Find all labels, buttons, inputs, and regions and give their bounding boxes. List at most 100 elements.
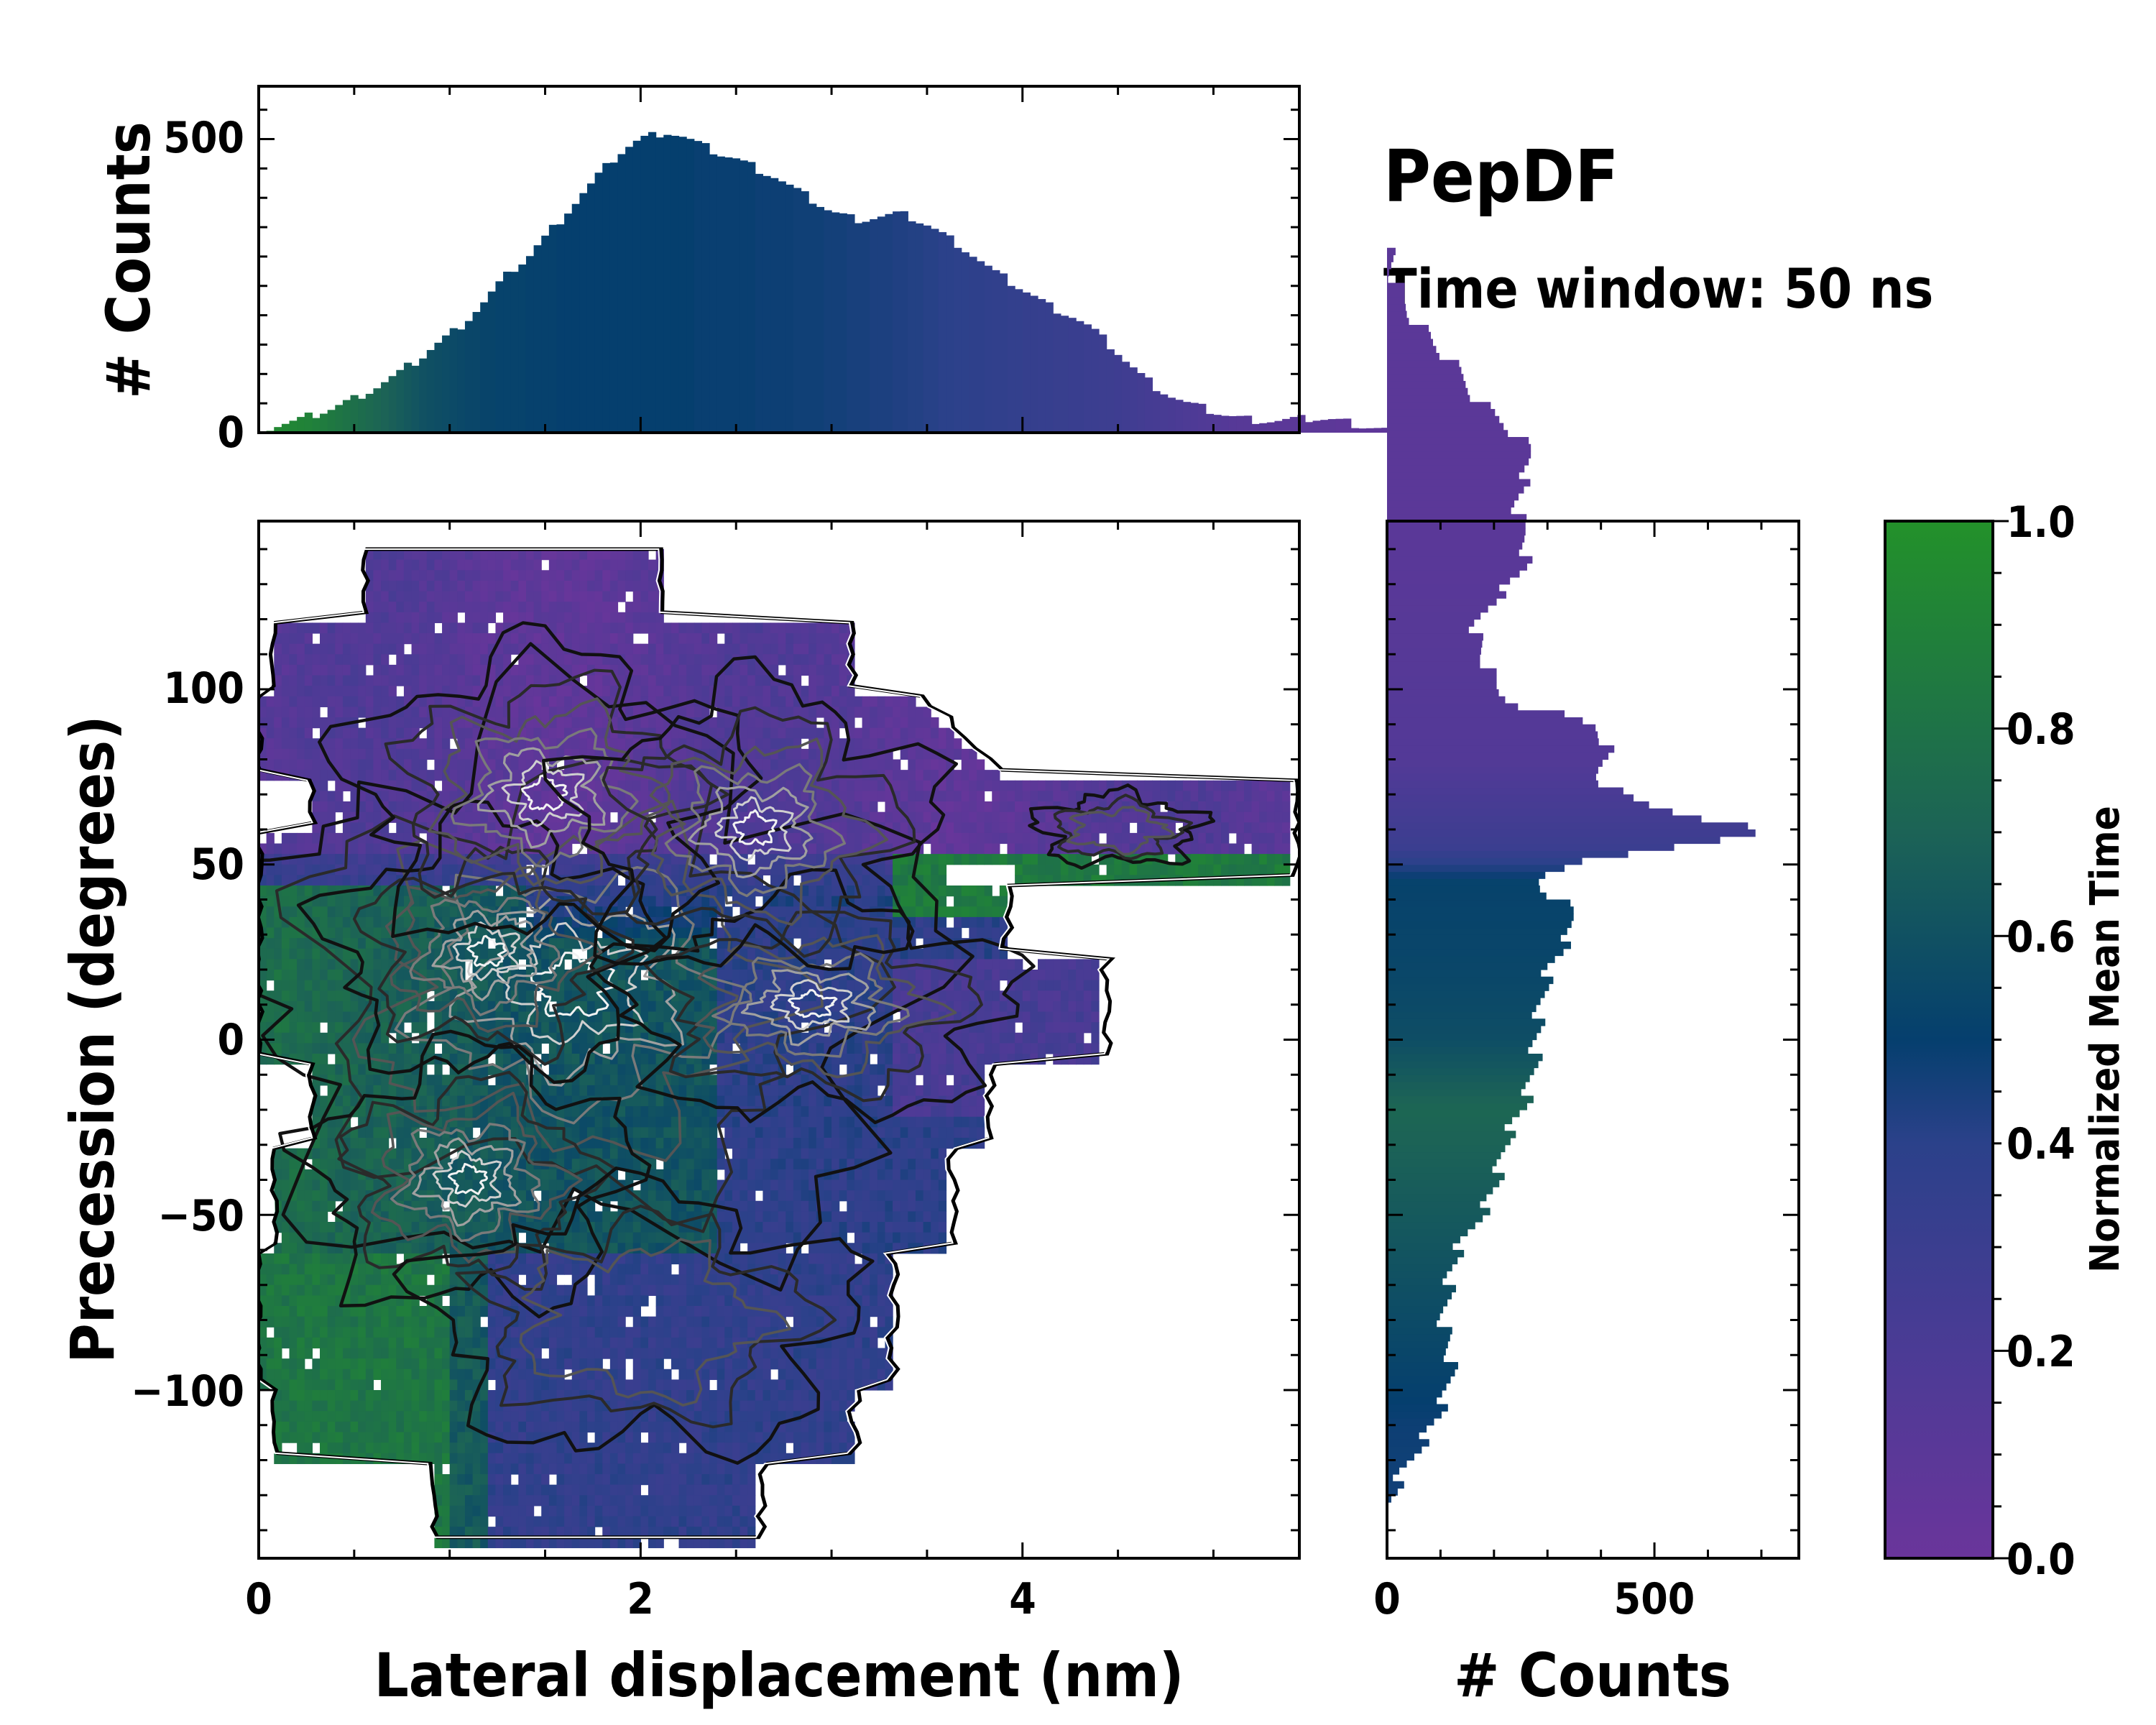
heatmap-cell [365,675,374,686]
heatmap-cell [663,843,672,855]
heatmap-cell [900,738,908,750]
heatmap-cell [724,822,733,834]
heatmap-cell [533,675,542,686]
heatmap-cell [617,1085,626,1097]
heatmap-cell [786,654,794,666]
heatmap-cell [396,1043,405,1054]
heatmap-cell [602,811,611,823]
heatmap-cell [778,770,786,781]
heatmap-cell [617,927,626,939]
heatmap-cell [312,843,321,855]
heatmap-cell [556,549,565,561]
heatmap-cell [579,570,588,581]
heatmap-cell [847,886,855,897]
heatmap-cell [847,854,855,865]
heatmap-cell [541,916,550,929]
heatmap-cell [609,770,619,781]
heatmap-cell [594,1011,603,1023]
heatmap-cell [548,948,558,960]
heatmap-cell [297,1043,305,1054]
heatmap-cell [266,707,275,718]
top-histogram-bar [1343,418,1352,433]
heatmap-cell [870,916,878,929]
heatmap-cell [755,1000,764,1013]
heatmap-cell [480,738,489,750]
heatmap-cell [732,622,741,634]
heatmap-cell [594,1032,603,1044]
heatmap-cell [655,990,664,1002]
heatmap-cell [801,1075,809,1086]
heatmap-cell [373,643,382,655]
heatmap-cell [449,559,458,571]
heatmap-cell [327,664,336,676]
heatmap-cell [602,559,611,571]
heatmap-cell [609,854,619,865]
heatmap-cell [801,896,809,907]
heatmap-cell [893,970,901,981]
heatmap-cell [419,1064,428,1075]
heatmap-cell [1243,811,1253,823]
heatmap-cell [816,970,825,981]
heatmap-cell [816,675,825,686]
heatmap-cell [617,791,626,802]
heatmap-cell [1053,1032,1061,1044]
heatmap-cell [495,1064,504,1075]
heatmap-cell [709,801,718,813]
heatmap-cell [984,980,992,991]
heatmap-cell [602,938,611,949]
heatmap-cell [816,854,825,865]
heatmap-cell [808,854,817,865]
heatmap-cell [770,686,779,697]
heatmap-cell [594,1085,603,1097]
heatmap-cell [847,738,855,750]
heatmap-cell [266,1000,275,1013]
heatmap-cell [586,759,596,770]
heatmap-cell [770,990,779,1002]
heatmap-cell [442,906,451,918]
heatmap-cell [350,791,359,802]
heatmap-cell [297,1011,305,1023]
heatmap-cell [694,738,702,750]
top-histogram-bar [900,211,908,433]
heatmap-cell [969,916,977,929]
top-histogram-bar [686,139,695,433]
heatmap-cell [961,780,969,791]
heatmap-cell [931,886,939,897]
heatmap-cell [663,1085,672,1097]
heatmap-cell [1106,832,1115,845]
heatmap-cell [1030,990,1038,1002]
heatmap-cell [877,896,886,907]
heatmap-cell [320,864,328,875]
heatmap-cell [312,906,321,918]
heatmap-cell [541,970,550,981]
heatmap-cell [419,1085,428,1097]
heatmap-cell [686,1011,695,1023]
heatmap-cell [419,811,428,823]
heatmap-cell [938,1085,947,1097]
heatmap-cell [289,622,298,634]
heatmap-cell [992,780,1000,791]
heatmap-cell [1228,801,1237,813]
heatmap-cell [525,707,535,718]
heatmap-cell [1060,1011,1069,1023]
heatmap-cell [1030,801,1038,813]
heatmap-cell [487,770,497,781]
heatmap-cell [648,633,657,645]
heatmap-cell [342,896,351,907]
heatmap-cell [1228,843,1237,855]
heatmap-cell [457,591,466,602]
heatmap-cell [503,832,512,845]
heatmap-cell [1015,854,1023,865]
heatmap-cell [396,780,405,791]
heatmap-cell [350,854,359,865]
heatmap-cell [976,980,985,991]
heatmap-cell [678,696,687,707]
heatmap-cell [1228,811,1237,823]
heatmap-cell [976,959,985,970]
heatmap-cell [381,822,390,834]
heatmap-cell [1182,864,1192,875]
heatmap-cell [464,770,474,781]
heatmap-cell [1167,843,1176,855]
heatmap-cell [281,990,290,1002]
heatmap-cell [579,801,588,813]
